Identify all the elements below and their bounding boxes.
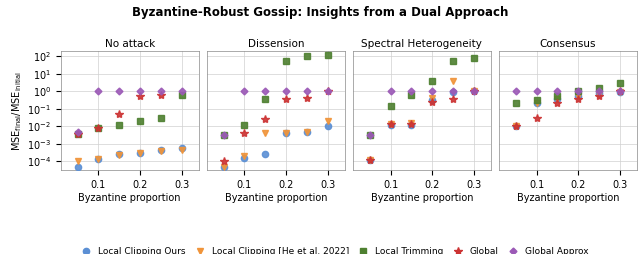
- X-axis label: Byzantine proportion: Byzantine proportion: [225, 193, 327, 203]
- Title: Spectral Heterogeneity: Spectral Heterogeneity: [362, 39, 483, 49]
- Text: Byzantine-Robust Gossip: Insights from a Dual Approach: Byzantine-Robust Gossip: Insights from a…: [132, 6, 508, 19]
- Title: Consensus: Consensus: [540, 39, 596, 49]
- X-axis label: Byzantine proportion: Byzantine proportion: [516, 193, 619, 203]
- Title: Dissension: Dissension: [248, 39, 304, 49]
- Title: No attack: No attack: [104, 39, 155, 49]
- X-axis label: Byzantine proportion: Byzantine proportion: [371, 193, 473, 203]
- X-axis label: Byzantine proportion: Byzantine proportion: [79, 193, 181, 203]
- Legend: Local Clipping Ours, Local Clipping [He et al. 2022], Local Trimming, Global, Gl: Local Clipping Ours, Local Clipping [He …: [74, 243, 592, 254]
- Y-axis label: MSE$_{\rm final}$/MSE$_{\rm initial}$: MSE$_{\rm final}$/MSE$_{\rm initial}$: [10, 70, 24, 151]
